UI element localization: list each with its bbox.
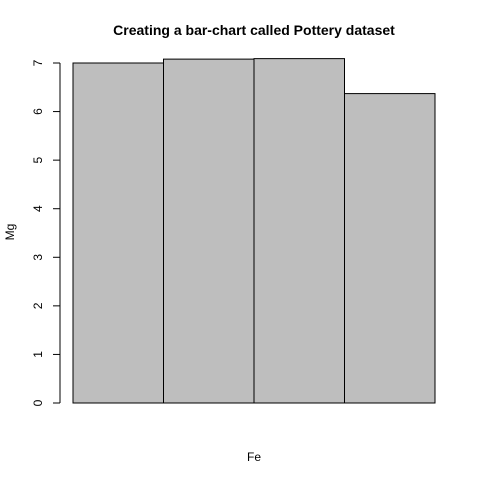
x-axis-label: Fe <box>247 450 261 464</box>
bars-group <box>72 58 436 404</box>
y-tick-label: 1 <box>31 351 45 358</box>
y-axis: 0 1 2 3 4 5 6 7 <box>31 59 61 406</box>
bar <box>72 62 164 404</box>
y-tick-label: 4 <box>31 205 45 212</box>
bar <box>344 93 436 404</box>
bar <box>163 58 255 404</box>
bar <box>253 58 345 404</box>
y-tick-label: 3 <box>31 254 45 261</box>
y-axis-label: Mg <box>3 224 17 241</box>
y-tick-label: 7 <box>31 59 45 66</box>
y-tick-label: 0 <box>31 399 45 406</box>
y-tick-label: 5 <box>31 156 45 163</box>
y-tick-label: 2 <box>31 302 45 309</box>
y-tick-label: 6 <box>31 108 45 115</box>
chart-title: Creating a bar-chart called Pottery data… <box>113 22 395 38</box>
